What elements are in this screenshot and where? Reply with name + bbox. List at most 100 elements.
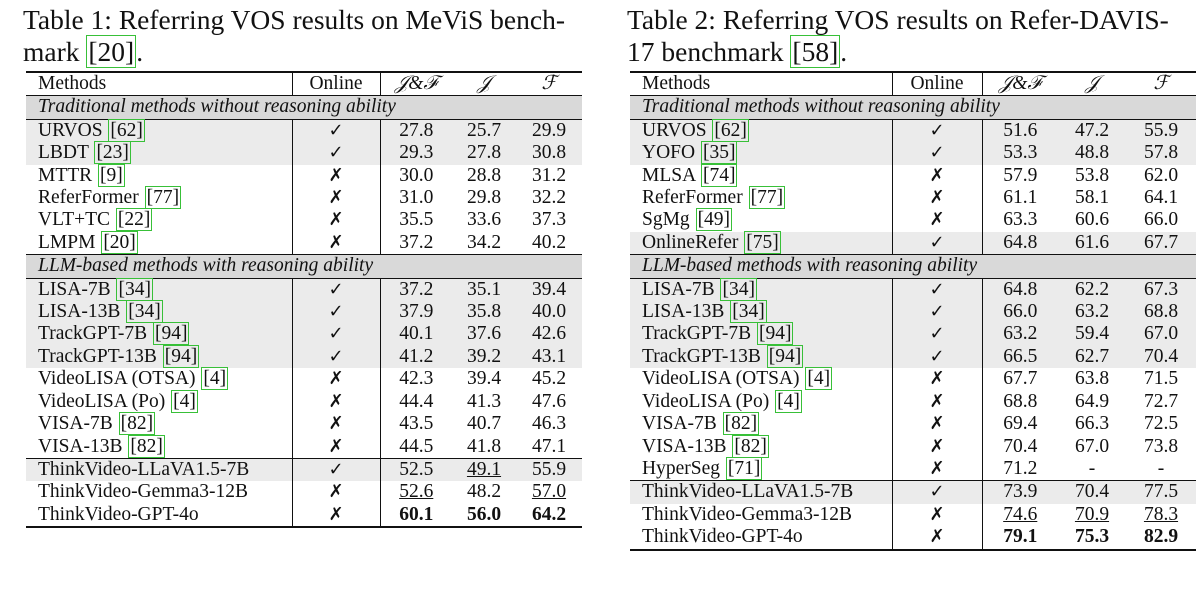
checkmark-icon: ✓: [929, 119, 945, 141]
citation-link[interactable]: [82]: [128, 434, 165, 458]
score-jf: 67.7: [1003, 368, 1038, 390]
citation-link[interactable]: [77]: [144, 186, 182, 210]
citation-link[interactable]: [82]: [722, 412, 760, 436]
cross-icon: ✗: [929, 390, 945, 412]
citation-link[interactable]: [4]: [201, 367, 229, 391]
method-cell: VideoLISA (Po) [4]: [630, 389, 892, 413]
caption-line-1: Table 2: Referring VOS results on Refer-…: [627, 4, 1169, 35]
score-jf: 74.6: [1003, 503, 1038, 525]
checkmark-icon: ✓: [929, 142, 945, 164]
citation-link[interactable]: [62]: [712, 118, 749, 142]
checkmark-icon: ✓: [328, 323, 344, 345]
online-cell: ✓: [291, 142, 381, 165]
table-row: VISA-7B [82] ✗ 43.5 40.7 46.3: [26, 412, 582, 436]
citation-link[interactable]: [77]: [748, 186, 786, 210]
method-cell: LISA-13B [34]: [26, 300, 292, 324]
method-name: VideoLISA (Po): [38, 390, 166, 412]
checkmark-icon: ✓: [929, 301, 945, 323]
online-cell: ✓: [291, 345, 381, 369]
method-name: OnlineRefer: [642, 231, 739, 253]
section-title: LLM-based methods with reasoning ability: [630, 254, 1196, 279]
citation-link[interactable]: [94]: [766, 344, 804, 368]
score-j: 35.8: [452, 301, 516, 324]
caption-ref-link[interactable]: [20]: [86, 35, 137, 68]
score-jf: 37.9: [380, 301, 452, 324]
citation-link[interactable]: [74]: [700, 163, 738, 187]
method-name: TrackGPT-13B: [642, 345, 761, 367]
online-cell: ✗: [291, 481, 381, 504]
table-body: Traditional methods without reasoning ab…: [630, 95, 1196, 550]
online-cell: ✓: [291, 301, 381, 324]
method-cell: VISA-13B [82]: [630, 434, 892, 458]
citation-link[interactable]: [34]: [116, 277, 153, 301]
citation-link[interactable]: [4]: [775, 389, 802, 413]
caption-ref-link[interactable]: [58]: [790, 35, 841, 68]
score-j: 48.2: [466, 481, 502, 503]
online-cell: ✗: [291, 368, 381, 391]
score-jf: 70.4: [1003, 435, 1038, 457]
section-title: LLM-based methods with reasoning ability: [26, 254, 582, 279]
cross-icon: ✗: [929, 435, 945, 457]
citation-link[interactable]: [62]: [108, 118, 145, 142]
citation-link[interactable]: [34]: [720, 277, 757, 301]
score-f: 62.0: [1143, 164, 1179, 186]
citation-link[interactable]: [4]: [171, 389, 198, 413]
table-row: MLSA [74] ✗ 57.9 53.8 62.0: [630, 163, 1196, 188]
method-cell: MLSA [74]: [630, 163, 892, 187]
method-cell: TrackGPT-7B [94]: [630, 322, 892, 346]
header-f: ℱ: [1126, 72, 1196, 97]
method-cell: VISA-13B [82]: [26, 434, 292, 459]
score-f: 57.8: [1126, 142, 1196, 165]
citation-link[interactable]: [75]: [744, 230, 781, 254]
citation-link[interactable]: [82]: [118, 412, 156, 436]
score-jf: 29.3: [380, 142, 452, 165]
online-cell: ✗: [291, 209, 381, 232]
score-j: 33.6: [466, 209, 502, 231]
header-online: Online: [291, 72, 381, 97]
citation-link[interactable]: [4]: [805, 367, 833, 391]
citation-link[interactable]: [94]: [152, 322, 190, 346]
citation-link[interactable]: [94]: [756, 322, 794, 346]
method-cell: ReferFormer [77]: [26, 186, 292, 210]
score-j: 70.4: [1058, 480, 1126, 504]
method-cell: SgMg [49]: [630, 208, 892, 232]
online-cell: ✗: [891, 413, 983, 436]
score-j: 29.8: [466, 187, 502, 209]
method-cell: ThinkVideo-GPT-4o: [26, 504, 292, 527]
method-name: ThinkVideo-GPT-4o: [642, 526, 803, 548]
method-cell: VISA-7B [82]: [630, 412, 892, 436]
score-j: 35.1: [452, 278, 516, 302]
citation-link[interactable]: [22]: [115, 208, 153, 232]
citation-link[interactable]: [49]: [695, 208, 733, 232]
score-jf: 79.1: [1003, 526, 1038, 548]
citation-link[interactable]: [20]: [101, 230, 138, 254]
caption-text: mark: [23, 36, 87, 67]
score-jf: 53.3: [982, 142, 1058, 165]
table-row: LISA-13B [34] ✓ 66.0 63.2 68.8: [630, 300, 1196, 324]
method-name: LISA-13B: [38, 301, 121, 323]
citation-link[interactable]: [71]: [725, 456, 763, 480]
table-row: ThinkVideo-LLaVA1.5-7B ✓ 52.5 49.1 55.9: [26, 457, 582, 482]
header-row: Methods Online 𝒥&ℱ 𝒥 ℱ: [630, 72, 1196, 97]
score-f: 64.2: [531, 503, 567, 525]
method-cell: VISA-7B [82]: [26, 412, 292, 436]
citation-link[interactable]: [82]: [732, 434, 769, 458]
citation-link[interactable]: [35]: [700, 141, 738, 165]
cross-icon: ✗: [328, 368, 344, 390]
method-name: TrackGPT-7B: [38, 323, 148, 345]
method-cell: ThinkVideo-GPT-4o: [630, 526, 892, 549]
caption-line-2: mark [20].: [23, 35, 582, 68]
method-name: VISA-7B: [38, 413, 113, 435]
citation-link[interactable]: [9]: [98, 163, 125, 187]
method-cell: LMPM [20]: [26, 230, 292, 255]
citation-link[interactable]: [94]: [162, 344, 200, 368]
checkmark-icon: ✓: [929, 481, 945, 503]
score-f: 45.2: [531, 368, 567, 390]
score-f: 71.5: [1143, 368, 1179, 390]
score-f: 40.2: [531, 231, 567, 253]
cross-icon: ✗: [328, 435, 344, 457]
citation-link[interactable]: [34]: [730, 300, 767, 324]
method-name: SgMg: [642, 209, 690, 231]
citation-link[interactable]: [23]: [94, 141, 131, 165]
citation-link[interactable]: [34]: [126, 300, 163, 324]
